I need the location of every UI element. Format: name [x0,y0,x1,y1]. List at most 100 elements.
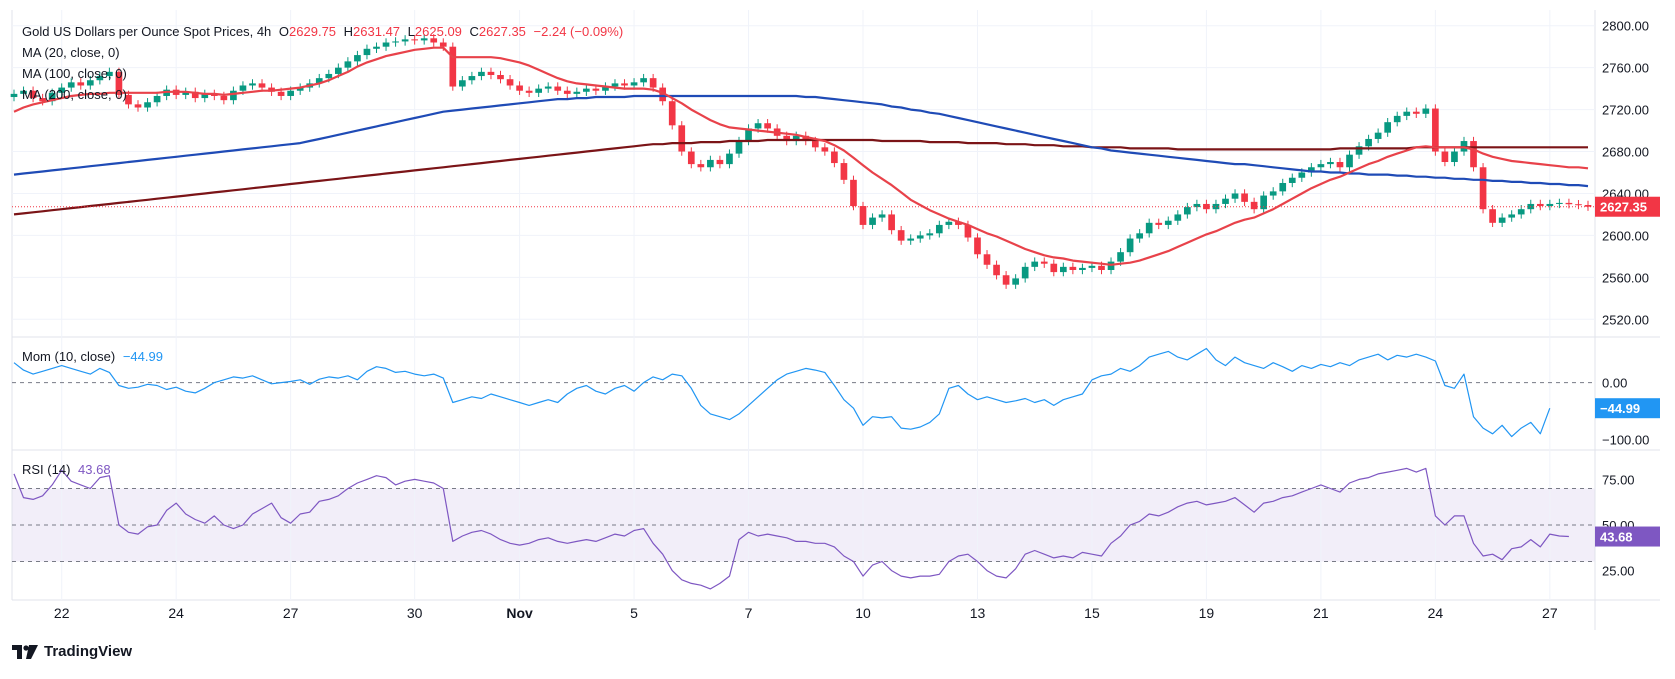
x-tick-label: 5 [630,605,638,621]
candle-body [277,91,285,96]
candle-body [716,159,724,165]
candle-body [344,61,352,68]
ma200-legend[interactable]: MA (200, close, 0) [22,87,127,102]
candle-body [697,164,705,168]
x-tick-label: 7 [745,605,753,621]
candle-body [1336,162,1344,168]
candle-body [792,135,800,142]
candle-body [258,83,266,88]
candle-body [1355,146,1363,155]
ma20-line [13,46,1589,266]
price-legend: Gold US Dollars per Ounce Spot Prices, 4… [22,24,627,39]
candle-body [315,78,323,84]
momentum-legend[interactable]: Mom (10, close) −44.99 [22,349,167,364]
candle-body [850,179,857,207]
last-price-label: 2627.35 [1600,200,1647,215]
candle-body [592,88,600,91]
candle-body [106,71,113,77]
candle-body [916,235,924,239]
candle-body [86,80,94,86]
candle-body [544,86,552,89]
momentum-tick-label: −100.00 [1602,432,1649,447]
price-tick-label: 2720.00 [1602,103,1649,118]
candle-body [735,141,743,154]
candle-body [1250,201,1258,210]
candle-body [1288,177,1296,183]
candle-body [516,85,523,91]
candle-body [1069,266,1077,270]
candle-body [821,147,829,152]
candle-body [630,82,638,86]
candle-body [888,214,895,231]
candle-body [955,221,962,225]
candle-body [1479,167,1487,210]
candle-body [640,78,647,83]
candle-body [687,151,695,165]
ma20-legend[interactable]: MA (20, close, 0) [22,45,120,60]
candle-body [1432,108,1439,152]
candle-body [1508,214,1516,218]
candle-body [1298,172,1306,178]
candle-body [182,91,190,95]
candle-body [1374,132,1382,139]
rsi-legend-value: 43.68 [78,462,111,477]
candle-body [392,41,399,43]
axes: 2800.002760.002720.002680.002640.002600.… [54,19,1660,621]
candle-body [1422,108,1430,114]
candle-body [611,83,619,87]
candle-body [1002,275,1010,285]
price-tick-label: 2760.00 [1602,61,1649,76]
momentum-legend-name: Mom (10, close) [22,349,116,364]
candle-body [1346,154,1353,168]
candle-body [1451,151,1458,163]
momentum-value-label: −44.99 [1600,401,1640,416]
candle-body [783,135,791,142]
rsi-legend-name: RSI (14) [22,462,71,477]
candle-body [926,233,934,236]
momentum-pane [12,347,1595,438]
candle-body [811,141,819,148]
candle-body [201,93,209,99]
candle-body [115,71,123,95]
candle-body [1498,217,1506,223]
candle-body [1269,191,1277,196]
tradingview-footer[interactable]: TradingView [12,643,132,660]
candle-body [1317,164,1325,168]
rsi-band [12,488,1595,562]
rsi-tick-label: 75.00 [1602,472,1635,487]
candle-body [430,38,438,43]
candle-body [487,71,495,75]
candle-body [726,153,733,165]
x-tick-label: Nov [506,605,533,621]
candle-body [125,94,132,105]
price-tick-label: 2520.00 [1602,312,1649,327]
candle-body [602,86,609,91]
ma100-legend[interactable]: MA (100, close, 0) [22,66,127,81]
change-value: −2.24 (−0.09%) [533,24,624,39]
ma100-line [13,94,1589,188]
candle-body [678,125,686,152]
candle-body [1184,207,1191,215]
x-tick-label: 24 [168,605,184,621]
candle-body [67,82,75,88]
candle-body [554,86,562,91]
candle-body [1565,202,1573,205]
candle-body [945,221,953,225]
candle-body [20,90,27,94]
candle-body [373,46,380,49]
candle-body [1556,202,1563,204]
candle-body [897,230,905,241]
candle-body [1193,203,1201,208]
candle-body [1241,193,1248,202]
candle-body [478,71,485,77]
x-tick-label: 21 [1313,605,1329,621]
candle-body [1517,209,1525,215]
candle-body [1575,204,1582,206]
grid [12,10,1595,600]
rsi-line [13,467,1569,590]
candle-body [1584,205,1592,207]
rsi-legend[interactable]: RSI (14) 43.68 [22,462,115,477]
candle-body [840,163,848,180]
candle-body [1031,261,1039,267]
